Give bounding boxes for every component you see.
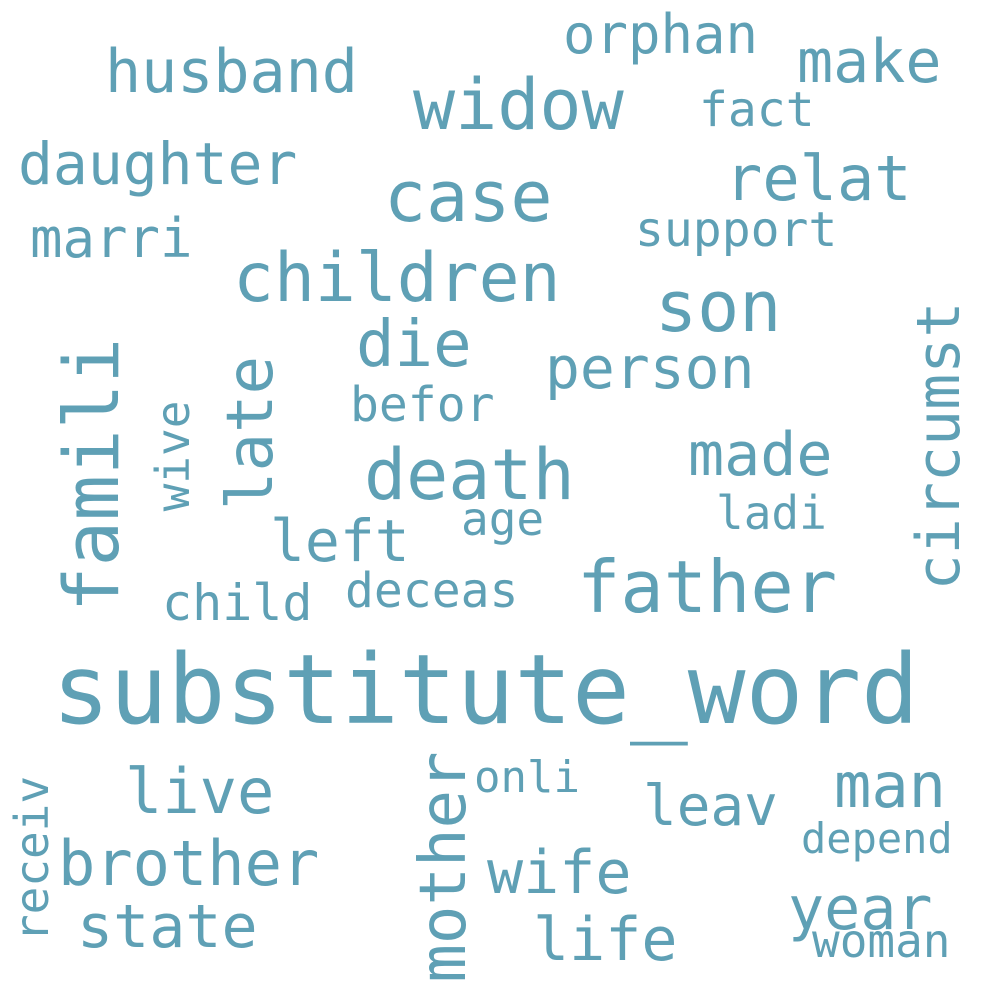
word: mother <box>407 751 481 983</box>
word: widow <box>413 64 624 146</box>
word: brother <box>58 827 320 900</box>
word: marri <box>30 207 193 270</box>
word: ladi <box>716 486 827 540</box>
word: onli <box>474 752 580 803</box>
word: death <box>364 434 575 516</box>
word: wife <box>487 838 632 908</box>
word: made <box>688 420 833 490</box>
word: person <box>545 334 755 402</box>
word: befor <box>350 377 495 433</box>
word: orphan <box>563 3 759 66</box>
word: woman <box>812 914 951 968</box>
word: relat <box>725 142 912 215</box>
word: deceas <box>345 563 519 619</box>
word: make <box>797 27 942 97</box>
word: leav <box>643 774 778 839</box>
word: daughter <box>18 130 298 198</box>
word: substitute_word <box>52 634 919 746</box>
word: father <box>577 545 838 629</box>
word: receiv <box>5 775 59 943</box>
word: case <box>384 156 553 238</box>
word: famili <box>47 337 136 613</box>
word: state <box>77 892 258 962</box>
word: wive <box>146 400 200 512</box>
word: depend <box>801 814 953 863</box>
word: man <box>834 749 946 822</box>
word: age <box>461 492 545 546</box>
word: circumst <box>904 301 974 591</box>
word: year <box>788 874 933 944</box>
word: left <box>270 507 410 575</box>
word: husband <box>105 37 358 107</box>
word: live <box>125 755 275 828</box>
word: child <box>162 574 313 632</box>
word: die <box>356 308 472 382</box>
word: fact <box>699 82 815 138</box>
word: support <box>635 202 838 258</box>
word: son <box>655 266 782 348</box>
word: children <box>233 239 561 318</box>
word: life <box>533 905 678 975</box>
word: late <box>214 355 288 511</box>
